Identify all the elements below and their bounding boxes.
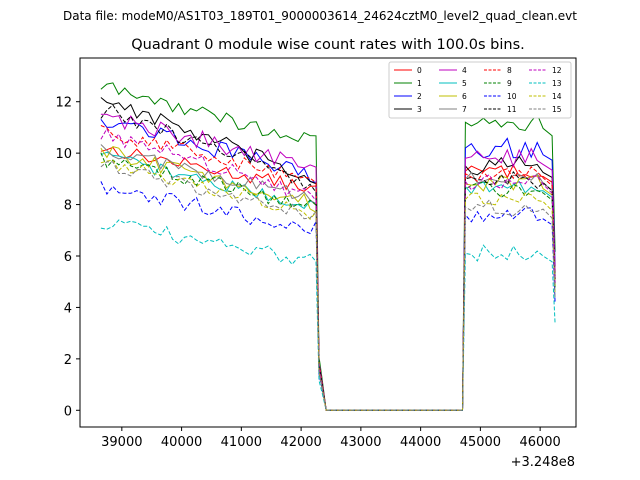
legend-label-14: 14	[552, 92, 562, 101]
series-line-0	[100, 146, 556, 411]
legend-label-11: 11	[507, 105, 517, 114]
legend-label-13: 13	[552, 79, 562, 88]
legend-label-5: 5	[462, 79, 467, 88]
y-tick-label: 8	[64, 199, 72, 214]
x-tick-label: 42000	[280, 435, 321, 450]
series-line-13	[100, 219, 556, 411]
y-tick-label: 12	[55, 96, 72, 111]
series-line-2	[100, 119, 556, 411]
series-line-3	[100, 97, 556, 411]
legend-label-6: 6	[462, 92, 467, 101]
series-line-15	[100, 161, 556, 411]
legend-label-2: 2	[417, 92, 422, 101]
legend-label-4: 4	[462, 66, 467, 75]
legend-label-12: 12	[552, 66, 562, 75]
legend-label-3: 3	[417, 105, 422, 114]
series-line-10	[100, 181, 556, 411]
series-line-14	[100, 159, 556, 411]
x-tick-label: 46000	[519, 435, 560, 450]
x-tick-label: 39000	[101, 435, 142, 450]
legend-label-15: 15	[552, 105, 562, 114]
y-axis: 0 2 4 6 8 10 12	[55, 96, 80, 419]
plot-lines	[100, 82, 556, 411]
series-line-11	[100, 104, 556, 411]
y-tick-label: 4	[64, 301, 72, 316]
x-tick-label: 45000	[460, 435, 501, 450]
series-line-9	[100, 152, 556, 411]
x-axis: 39000 40000 41000 42000 43000 44000 45000 46000	[101, 427, 561, 450]
x-offset-label: +3.248e8	[511, 455, 575, 470]
x-tick-label: 40000	[161, 435, 202, 450]
legend-label-10: 10	[507, 92, 517, 101]
series-line-8	[100, 125, 556, 411]
legend-frame	[388, 61, 572, 119]
x-tick-label: 43000	[340, 435, 381, 450]
legend-label-7: 7	[462, 105, 467, 114]
series-line-6	[100, 146, 556, 411]
y-tick-label: 6	[64, 250, 72, 265]
series-line-1	[100, 82, 556, 411]
x-tick-label: 44000	[400, 435, 441, 450]
legend-label-0: 0	[417, 66, 422, 75]
legend-label-9: 9	[507, 79, 512, 88]
y-tick-label: 10	[55, 147, 72, 162]
chart-suptitle: Data file: modeM0/AS1T03_189T01_90000036…	[63, 9, 577, 23]
plot-frame	[79, 57, 577, 428]
series-line-4	[100, 113, 556, 411]
y-tick-label: 2	[64, 353, 72, 368]
legend-label-8: 8	[507, 66, 512, 75]
y-tick-label: 0	[64, 404, 72, 419]
x-tick-label: 41000	[221, 435, 262, 450]
chart-title: Quadrant 0 module wise count rates with …	[131, 37, 525, 53]
legend-label-1: 1	[417, 79, 422, 88]
series-line-5	[100, 151, 556, 411]
